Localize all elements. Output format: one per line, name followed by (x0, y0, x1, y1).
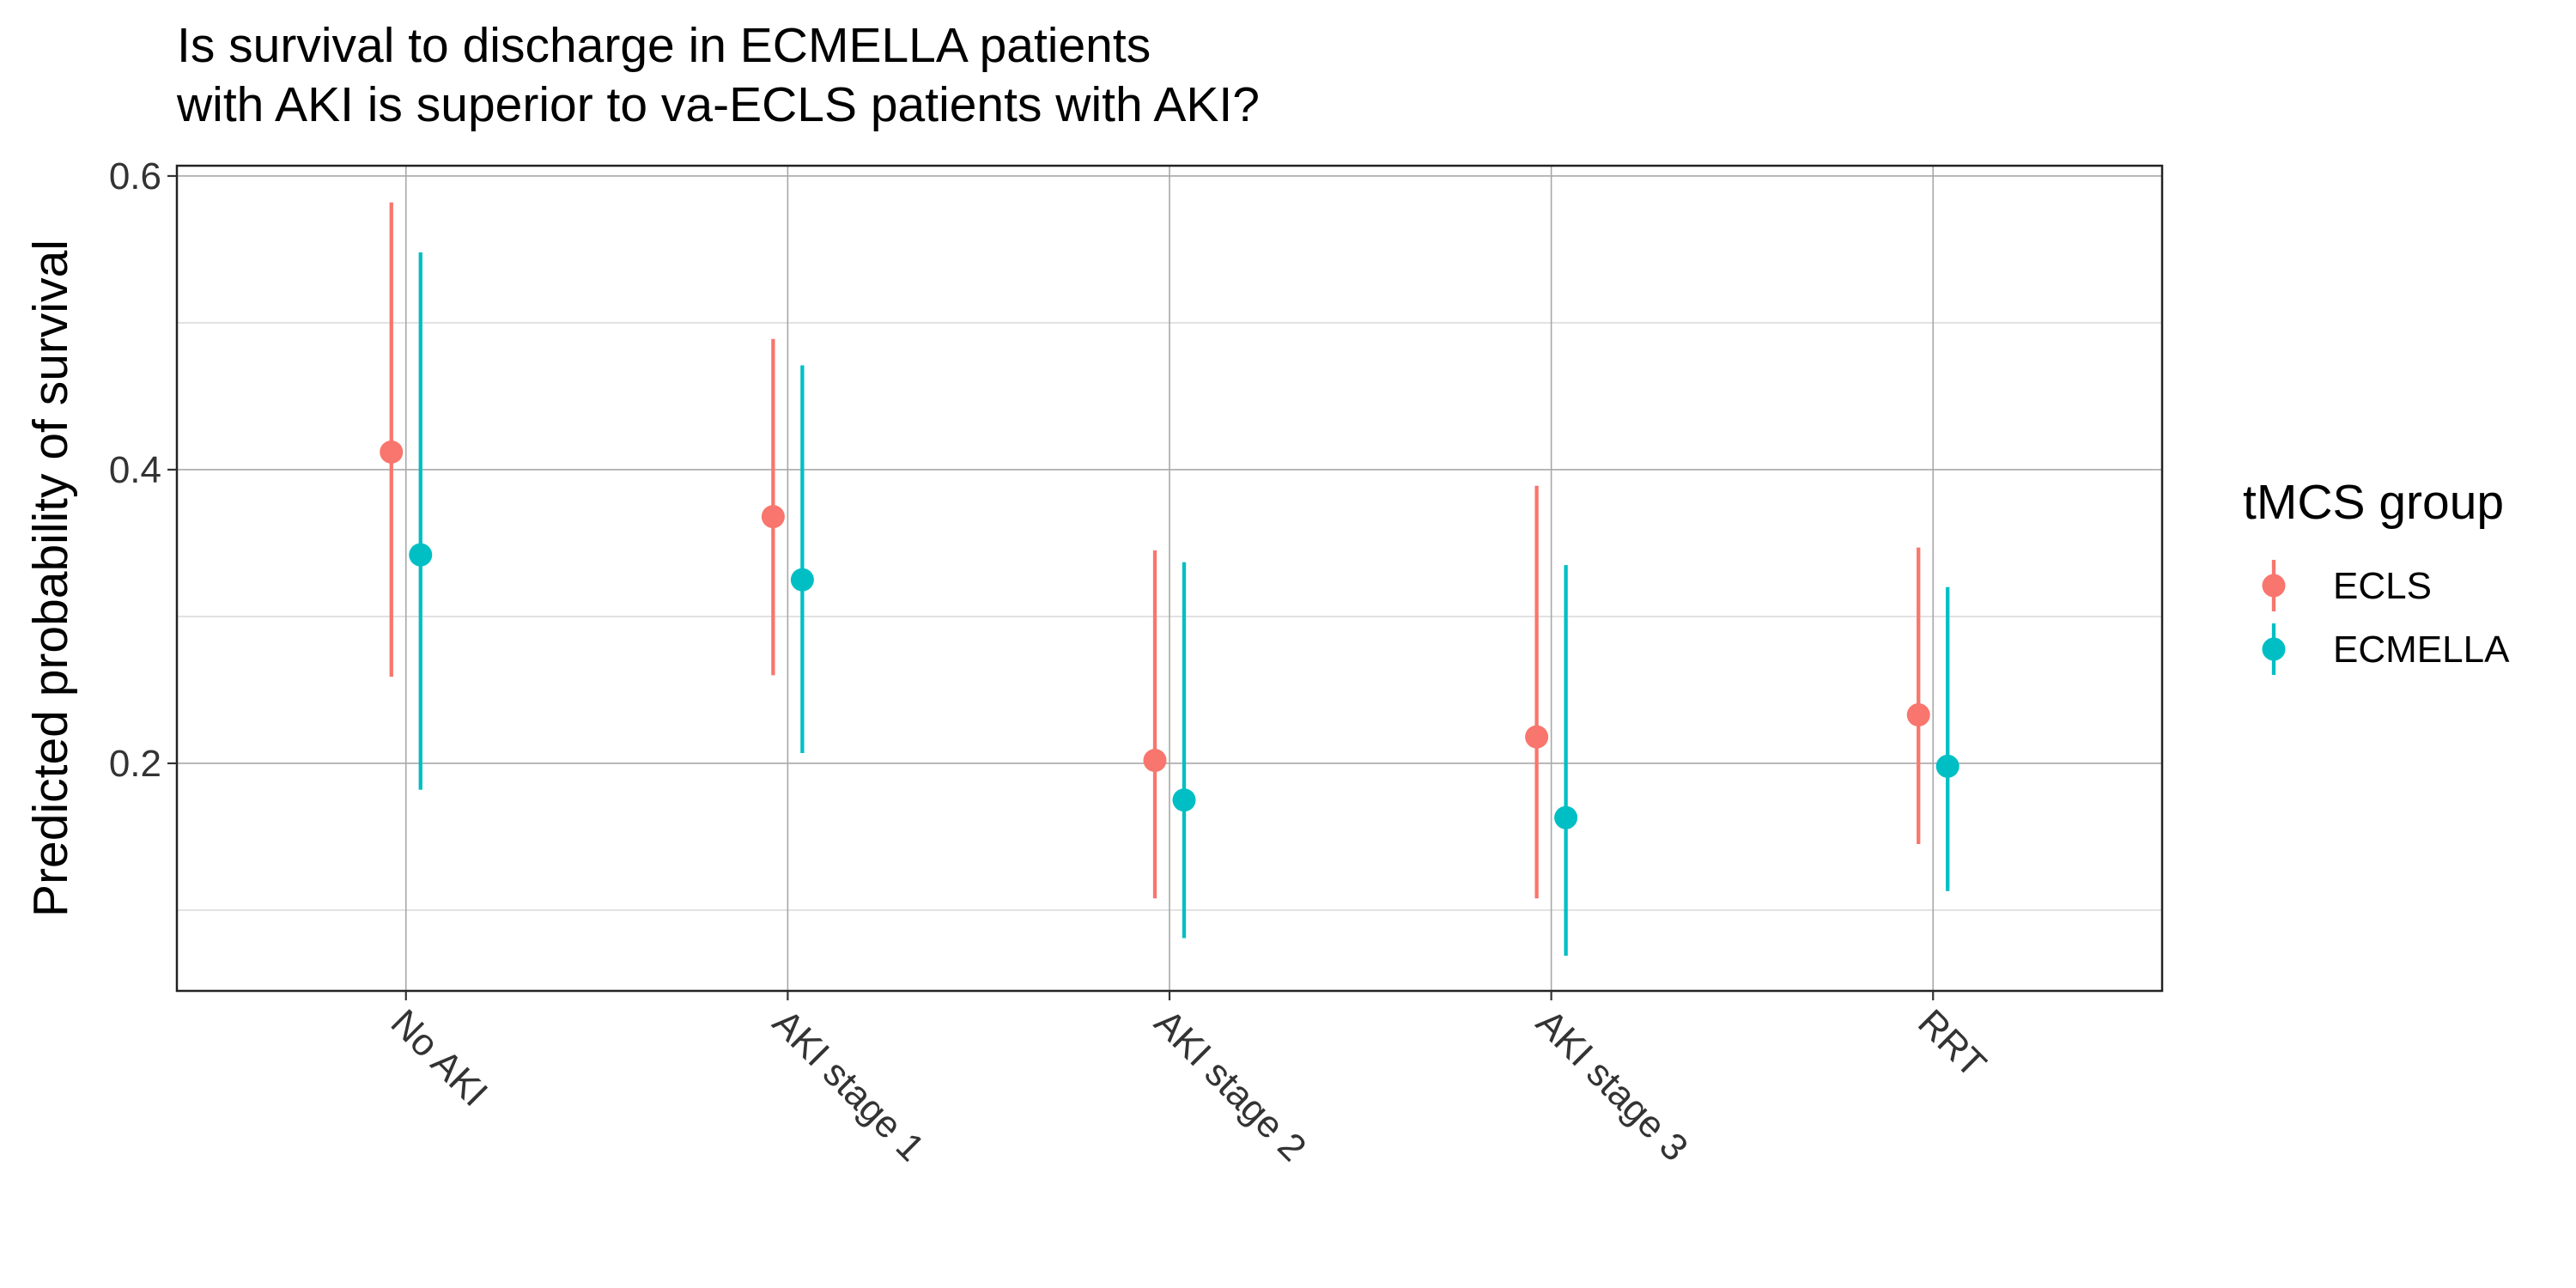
y-axis: 0.2 0.4 0.6 (109, 155, 177, 785)
legend-key-point (2262, 574, 2286, 598)
legend-label: ECMELLA (2333, 629, 2510, 671)
y-tick-label: 0.4 (109, 449, 161, 491)
legend-item-ecmella: ECMELLA (2262, 623, 2510, 675)
x-axis: No AKI AKI stage 1 AKI stage 2 AKI stage 3 R… (383, 991, 1994, 1170)
data-point (1935, 754, 1959, 778)
legend-title: tMCS group (2243, 475, 2504, 530)
legend-item-ecls: ECLS (2262, 560, 2432, 611)
y-tick-label: 0.6 (109, 155, 161, 197)
data-point (1906, 703, 1930, 727)
series-ecls (380, 202, 1930, 899)
data-point (790, 568, 814, 592)
data-point (409, 543, 433, 567)
x-tick-label: AKI stage 2 (1146, 1001, 1315, 1170)
data-point (1172, 788, 1196, 812)
major-gridlines (177, 166, 2162, 991)
data-point (761, 505, 785, 529)
data-point (380, 440, 404, 464)
y-tick-label: 0.2 (109, 743, 161, 785)
series-ecmella (409, 252, 1959, 956)
chart-title-line: with AKI is superior to va-ECLS patients… (176, 77, 1260, 132)
x-tick-label: AKI stage 1 (764, 1001, 933, 1170)
x-tick-label: RRT (1910, 1001, 1994, 1085)
data-point (1143, 749, 1167, 773)
chart-title: Is survival to discharge in ECMELLA pati… (176, 18, 1260, 132)
legend-key-point (2262, 637, 2286, 661)
x-tick-label: No AKI (383, 1001, 495, 1114)
x-tick-label: AKI stage 3 (1528, 1001, 1697, 1170)
chart-title-line: Is survival to discharge in ECMELLA pati… (177, 18, 1151, 73)
data-point (1525, 725, 1549, 749)
legend-label: ECLS (2333, 565, 2432, 607)
data-series (380, 202, 1959, 956)
legend: tMCS group ECLS ECMELLA (2243, 475, 2510, 675)
y-axis-title: Predicted probability of survival (23, 240, 78, 917)
data-point (1554, 805, 1578, 829)
